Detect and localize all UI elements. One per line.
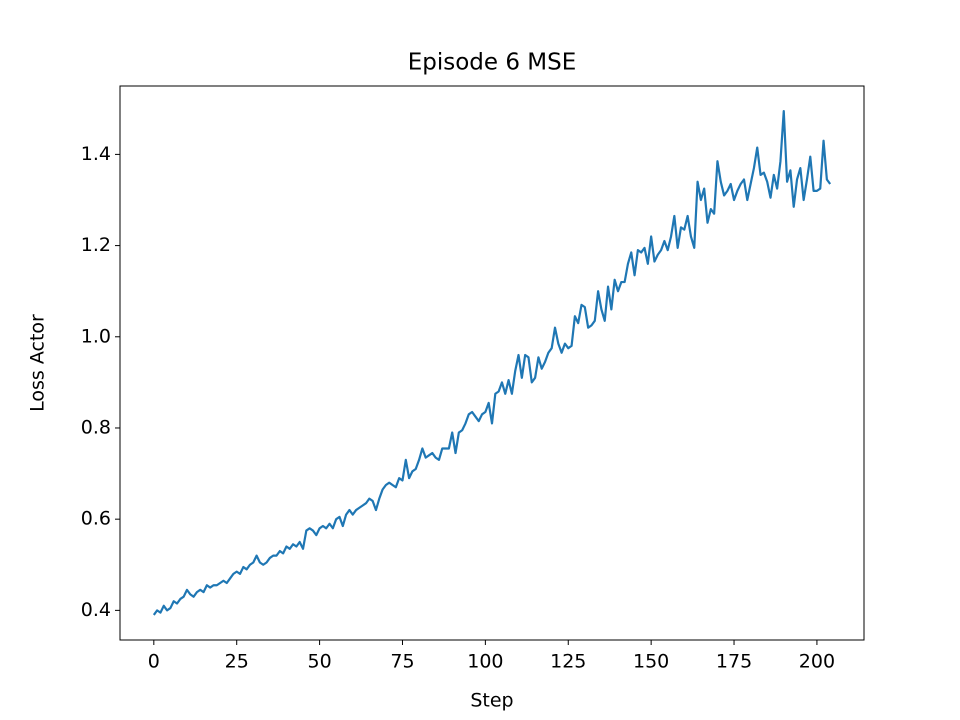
y-tick-label: 1.2: [81, 234, 111, 256]
y-tick-label: 0.6: [81, 508, 111, 530]
x-tick-label: 75: [390, 651, 414, 673]
y-tick-label: 0.8: [81, 416, 111, 438]
x-tick-label: 50: [307, 651, 331, 673]
y-axis-label: Loss Actor: [27, 314, 49, 412]
y-tick-label: 0.4: [81, 599, 111, 621]
x-tick-label: 150: [633, 651, 669, 673]
x-tick-label: 125: [550, 651, 586, 673]
x-tick-label: 25: [225, 651, 249, 673]
plot-frame: [119, 85, 865, 641]
x-tick-label: 100: [467, 651, 503, 673]
y-tick-label: 1.4: [81, 143, 111, 165]
chart-title: Episode 6 MSE: [408, 50, 577, 76]
x-tick-label: 0: [148, 651, 160, 673]
x-tick-label: 200: [799, 651, 835, 673]
data-line: [152, 109, 832, 616]
x-axis-label: Step: [470, 690, 513, 712]
x-tick-label: 175: [716, 651, 752, 673]
y-tick-label: 1.0: [81, 325, 111, 347]
